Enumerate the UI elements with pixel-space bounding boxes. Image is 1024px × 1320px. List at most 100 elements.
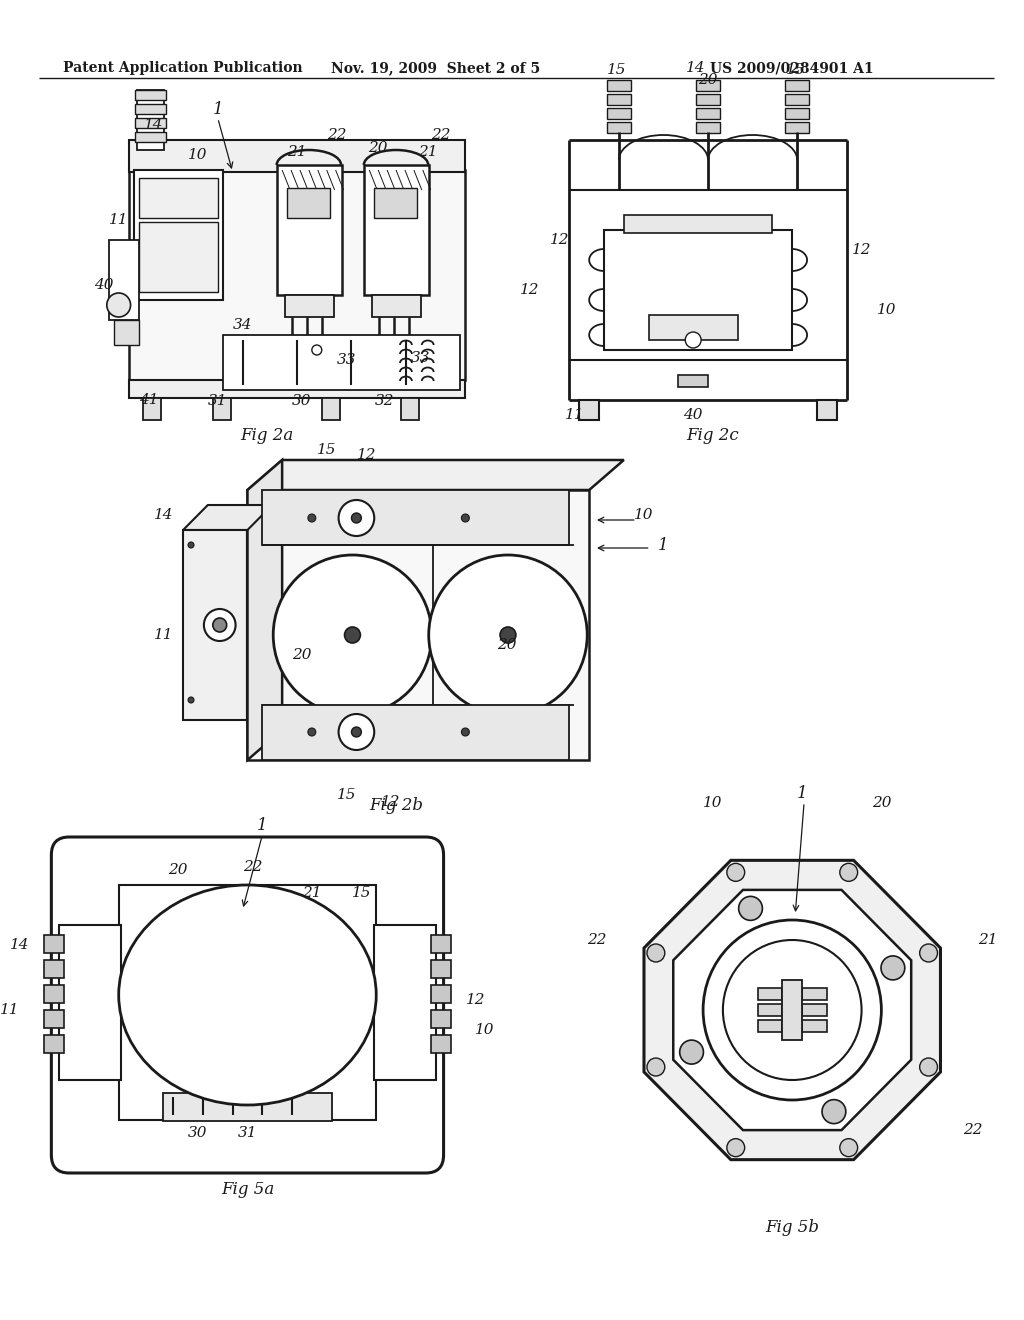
Circle shape: [840, 863, 858, 882]
Text: 20: 20: [369, 141, 388, 154]
Circle shape: [727, 863, 744, 882]
Text: 41: 41: [138, 393, 158, 407]
Bar: [374, 925, 435, 1080]
Circle shape: [462, 729, 469, 737]
Text: 14: 14: [143, 117, 163, 132]
Text: Fig 5b: Fig 5b: [765, 1218, 819, 1236]
Circle shape: [680, 1040, 703, 1064]
Bar: [249, 1055, 276, 1077]
Bar: [134, 132, 166, 143]
Bar: [287, 187, 330, 218]
Bar: [431, 960, 451, 978]
Bar: [134, 104, 166, 114]
Text: Patent Application Publication: Patent Application Publication: [63, 61, 303, 75]
Bar: [44, 985, 65, 1003]
Bar: [136, 90, 164, 150]
Text: 23: 23: [218, 1067, 238, 1080]
Circle shape: [429, 554, 587, 715]
Circle shape: [723, 940, 861, 1080]
Bar: [129, 170, 465, 380]
Text: 30: 30: [188, 1126, 208, 1140]
Text: 10: 10: [475, 1023, 495, 1038]
Bar: [44, 1010, 65, 1028]
Bar: [817, 400, 837, 420]
Circle shape: [344, 627, 360, 643]
Bar: [143, 399, 162, 420]
Text: 11: 11: [564, 408, 584, 422]
Bar: [282, 1055, 309, 1077]
Text: 11: 11: [154, 628, 173, 642]
Bar: [262, 705, 569, 760]
Bar: [785, 94, 809, 106]
Circle shape: [312, 345, 322, 355]
Text: Nov. 19, 2009  Sheet 2 of 5: Nov. 19, 2009 Sheet 2 of 5: [331, 61, 541, 75]
Text: 1: 1: [212, 102, 223, 119]
Bar: [222, 335, 461, 389]
Text: 14: 14: [686, 61, 706, 75]
Text: 33: 33: [337, 352, 356, 367]
Circle shape: [204, 609, 236, 642]
Text: 10: 10: [634, 508, 653, 521]
Bar: [607, 108, 631, 119]
FancyBboxPatch shape: [51, 837, 443, 1173]
Bar: [401, 399, 419, 420]
Bar: [580, 400, 599, 420]
Text: 20: 20: [292, 648, 311, 663]
Circle shape: [647, 1059, 665, 1076]
Bar: [183, 1055, 211, 1077]
Text: 33: 33: [275, 1001, 295, 1014]
Text: 15: 15: [785, 63, 805, 77]
Text: Fig 5a: Fig 5a: [221, 1181, 274, 1199]
Bar: [173, 1049, 322, 1085]
Text: Fig 2b: Fig 2b: [369, 796, 423, 813]
Circle shape: [351, 513, 361, 523]
Bar: [188, 970, 307, 1040]
Bar: [44, 960, 65, 978]
Circle shape: [500, 627, 516, 643]
Text: 33: 33: [411, 351, 430, 366]
Circle shape: [188, 697, 194, 704]
Polygon shape: [673, 890, 911, 1130]
Circle shape: [920, 1059, 938, 1076]
Circle shape: [462, 513, 469, 521]
Text: 22: 22: [243, 861, 262, 874]
Text: 24: 24: [203, 1001, 222, 1014]
Bar: [696, 121, 720, 133]
Bar: [431, 935, 451, 953]
Bar: [322, 399, 340, 420]
Bar: [758, 1005, 782, 1016]
Bar: [198, 915, 297, 942]
Text: 11: 11: [0, 1003, 19, 1016]
Circle shape: [106, 293, 131, 317]
Circle shape: [339, 714, 374, 750]
Bar: [365, 165, 429, 294]
Text: 21: 21: [418, 145, 437, 158]
Circle shape: [351, 727, 361, 737]
Text: 15: 15: [607, 63, 627, 77]
Bar: [696, 81, 720, 91]
Bar: [134, 117, 166, 128]
Text: 12: 12: [356, 447, 376, 462]
Bar: [604, 230, 793, 350]
Bar: [785, 81, 809, 91]
Bar: [163, 1093, 332, 1121]
Bar: [431, 1035, 451, 1053]
Circle shape: [727, 1139, 744, 1156]
Text: 10: 10: [877, 304, 896, 317]
Text: 1: 1: [257, 817, 267, 833]
Bar: [129, 140, 465, 172]
Bar: [607, 81, 631, 91]
Circle shape: [273, 554, 432, 715]
Bar: [274, 983, 283, 1011]
Text: 21: 21: [302, 886, 322, 900]
Circle shape: [822, 1100, 846, 1123]
Bar: [802, 1005, 827, 1016]
Text: 30: 30: [292, 393, 311, 408]
Bar: [785, 108, 809, 119]
Text: 10: 10: [703, 796, 723, 810]
Circle shape: [920, 944, 938, 962]
Bar: [278, 165, 342, 294]
Bar: [193, 975, 238, 1030]
Bar: [119, 884, 376, 1119]
Bar: [44, 1035, 65, 1053]
